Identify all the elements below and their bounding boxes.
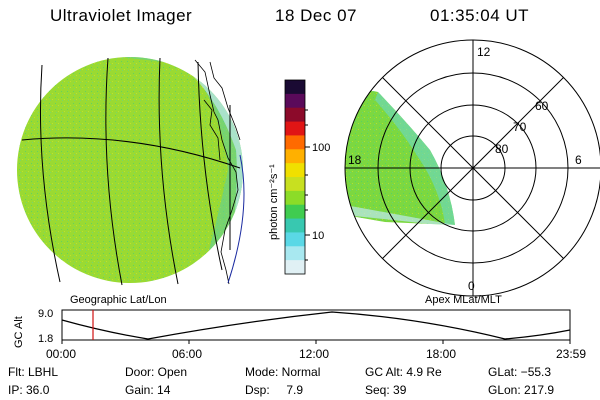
colorbar-band bbox=[285, 149, 305, 164]
altitude-ytick-max: 9.0 bbox=[38, 308, 53, 320]
status-glon: GLon: 217.9 bbox=[488, 383, 555, 397]
colorbar-band bbox=[285, 190, 305, 206]
mlat-label-70: 70 bbox=[513, 120, 527, 134]
earth-disk-image bbox=[17, 57, 245, 286]
colorbar-band bbox=[285, 177, 305, 192]
time-tick-0600: 06:00 bbox=[172, 347, 203, 361]
altitude-ytick-min: 1.8 bbox=[38, 333, 53, 345]
colorbar-band bbox=[285, 232, 305, 247]
left-map-caption: Geographic Lat/Lon bbox=[70, 294, 167, 306]
colorbar-band bbox=[285, 246, 305, 261]
mlat-label-60: 60 bbox=[535, 99, 549, 113]
colorbar: 100 10 photon cm⁻²s⁻¹ bbox=[268, 79, 330, 275]
altitude-ylabel: GC Alt bbox=[13, 316, 25, 348]
altitude-plot: GC Alt 9.0 1.8 bbox=[13, 308, 571, 348]
status-gain: Gain: 14 bbox=[125, 383, 171, 397]
time-tick-2359: 23:59 bbox=[556, 347, 587, 361]
observation-time: 01:35:04 UT bbox=[430, 6, 530, 25]
colorbar-band bbox=[285, 121, 305, 136]
colorbar-band bbox=[285, 218, 305, 233]
status-filter: Flt: LBHL bbox=[8, 365, 59, 379]
status-seq: Seq: 39 bbox=[365, 383, 407, 397]
mlt-label-18: 18 bbox=[348, 153, 362, 167]
colorbar-band bbox=[285, 93, 305, 109]
status-dsp: Dsp: 7.9 bbox=[245, 383, 304, 397]
status-mode: Mode: Normal bbox=[245, 365, 321, 379]
status-door: Door: Open bbox=[125, 365, 188, 379]
status-ip: IP: 36.0 bbox=[8, 383, 50, 397]
instrument-title: Ultraviolet Imager bbox=[50, 6, 193, 25]
colorbar-band bbox=[285, 107, 305, 123]
mlt-label-0: 0 bbox=[468, 279, 475, 293]
status-glat: GLat: −55.3 bbox=[488, 365, 552, 379]
colorbar-band bbox=[285, 260, 305, 275]
colorbar-unit-label: photon cm⁻²s⁻¹ bbox=[268, 164, 280, 240]
status-gc-alt: GC Alt: 4.9 Re bbox=[365, 365, 442, 379]
colorbar-band bbox=[285, 163, 305, 178]
colorbar-band bbox=[285, 80, 305, 95]
colorbar-band bbox=[285, 135, 305, 150]
polar-caption: Apex MLat/MLT bbox=[425, 294, 502, 306]
mlat-label-80: 80 bbox=[495, 142, 509, 156]
time-tick-0000: 00:00 bbox=[46, 347, 77, 361]
observation-date: 18 Dec 07 bbox=[275, 6, 357, 25]
time-tick-1200: 12:00 bbox=[299, 347, 330, 361]
time-tick-1800: 18:00 bbox=[426, 347, 457, 361]
mlt-label-6: 6 bbox=[575, 153, 582, 167]
colorbar-tick-10: 10 bbox=[312, 230, 324, 242]
colorbar-band bbox=[285, 204, 305, 220]
colorbar-tick-100: 100 bbox=[312, 142, 330, 154]
mlt-label-12: 12 bbox=[477, 45, 491, 59]
polar-plot: 12 18 6 0 80 70 60 bbox=[344, 39, 600, 297]
